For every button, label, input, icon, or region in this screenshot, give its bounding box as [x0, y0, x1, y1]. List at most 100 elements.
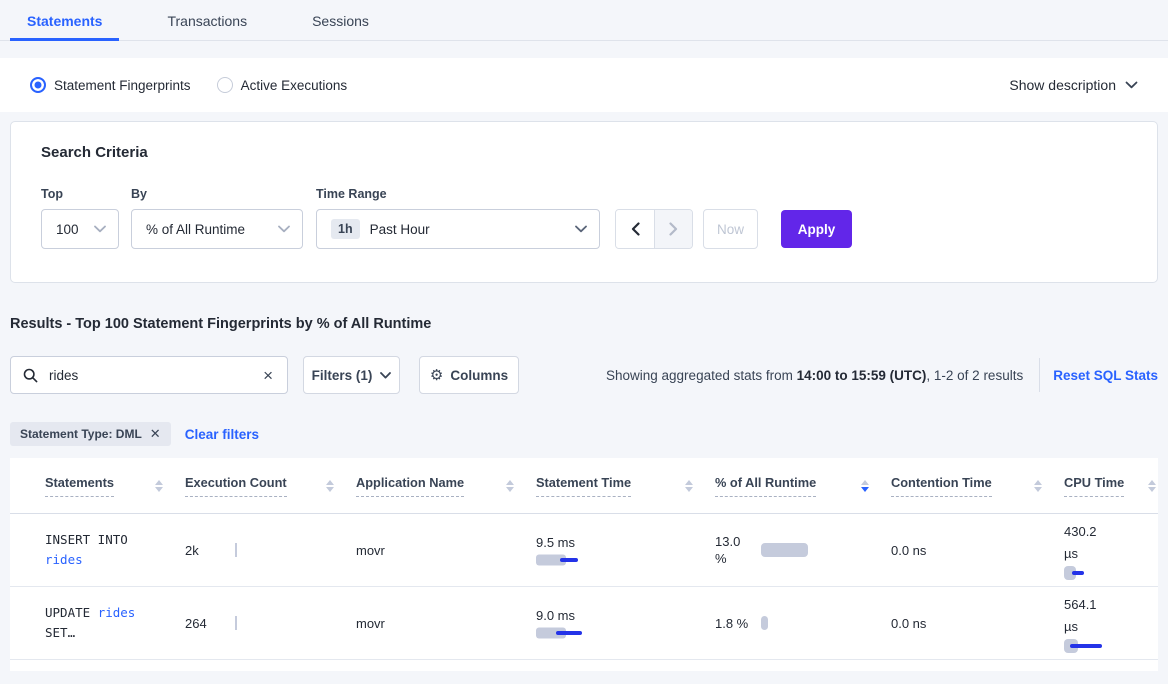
by-select-value: % of All Runtime: [146, 221, 246, 237]
stats-time-window: 14:00 to 15:59 (UTC): [796, 367, 927, 383]
column-header-label: % of All Runtime: [715, 475, 817, 497]
by-select[interactable]: % of All Runtime: [131, 209, 303, 249]
contention-time-cell: 0.0 ns: [891, 542, 927, 558]
statement-text: SET…: [45, 625, 76, 640]
runtime-pct-bar: [761, 616, 811, 630]
time-range-select[interactable]: 1h Past Hour: [316, 209, 600, 249]
column-header-label: Statement Time: [536, 475, 632, 497]
radio-unselected-icon[interactable]: [216, 77, 233, 93]
by-label: By: [131, 187, 147, 201]
top-label: Top: [41, 187, 63, 201]
column-header-execution-count[interactable]: Execution Count: [185, 475, 356, 497]
tab-sessions[interactable]: Sessions: [312, 12, 369, 29]
sort-icon[interactable]: [1026, 479, 1042, 492]
clear-search-icon[interactable]: ×: [263, 365, 273, 385]
cpu-time-cell: 430.2 µs: [1064, 521, 1158, 580]
search-criteria-card: Search Criteria Top 100 By % of All Runt…: [10, 121, 1158, 283]
tab-statements[interactable]: Statements: [10, 0, 119, 41]
statement-text: INSERT INTO: [45, 532, 128, 547]
column-header-label: Statements: [45, 475, 114, 497]
columns-button[interactable]: ⚙ Columns: [419, 356, 519, 394]
column-header-pct-of-all-runtime[interactable]: % of All Runtime: [715, 475, 891, 497]
clear-filters-link[interactable]: Clear filters: [184, 426, 259, 442]
filters-button[interactable]: Filters (1): [303, 356, 400, 394]
count-bar: [235, 543, 237, 557]
aggregated-stats-text: Showing aggregated stats from 14:00 to 1…: [606, 368, 1023, 383]
column-header-application-name[interactable]: Application Name: [356, 475, 536, 497]
chevron-down-icon: [1125, 81, 1138, 89]
sort-icon[interactable]: [318, 479, 334, 492]
column-header-statement-time[interactable]: Statement Time: [536, 475, 715, 497]
close-icon[interactable]: ✕: [149, 426, 161, 441]
search-box[interactable]: ×: [10, 356, 288, 394]
chevron-down-icon: [575, 225, 587, 233]
search-icon: [23, 368, 38, 383]
sort-icon[interactable]: [1140, 479, 1156, 492]
column-header-label: Contention Time: [891, 475, 992, 497]
execution-count-cell: 2k: [185, 543, 356, 558]
time-range-label: Time Range: [316, 187, 387, 201]
previous-time-range-button[interactable]: [616, 210, 654, 248]
runtime-pct-bar: [761, 543, 811, 557]
execution-count-value: 264: [185, 615, 207, 631]
results-controls: × Filters (1) ⚙ Columns Showing aggregat…: [10, 356, 1158, 394]
search-input[interactable]: [47, 366, 262, 384]
filter-chips-row: Statement Type: DML ✕ Clear filters: [10, 422, 1158, 446]
statements-table: Statements Execution Count Application N…: [10, 458, 1158, 671]
top-tab-bar: Statements Transactions Sessions: [0, 0, 1168, 41]
execution-count-cell: 264: [185, 616, 356, 631]
runtime-pct-value: 13.0 %: [715, 534, 741, 566]
runtime-pct-cell: 1.8 %: [715, 615, 891, 632]
now-button[interactable]: Now: [703, 209, 758, 249]
application-name-cell: movr: [356, 542, 385, 558]
top-select[interactable]: 100: [41, 209, 119, 249]
statement-link[interactable]: rides: [45, 552, 83, 567]
application-name-cell: movr: [356, 615, 385, 631]
column-header-label: Application Name: [356, 475, 465, 497]
table-header-row: Statements Execution Count Application N…: [10, 458, 1158, 514]
statement-time-value: 9.0 ms: [536, 607, 576, 623]
sort-icon[interactable]: [498, 479, 514, 492]
runtime-pct-value: 1.8 %: [715, 615, 749, 631]
cpu-time-value: 564.1 µs: [1064, 597, 1097, 634]
radio-selected-icon[interactable]: [30, 77, 46, 93]
by-field: By % of All Runtime: [131, 187, 303, 249]
contention-time-cell: 0.0 ns: [891, 615, 927, 631]
radio-active-executions[interactable]: Active Executions: [216, 77, 347, 93]
filter-chip-label: Statement Type: DML: [20, 427, 142, 441]
reset-sql-stats-link[interactable]: Reset SQL Stats: [1053, 367, 1158, 383]
sort-desc-icon[interactable]: [853, 479, 869, 492]
column-header-contention-time[interactable]: Contention Time: [891, 475, 1064, 497]
statement-time-bar: [536, 554, 596, 566]
sort-icon[interactable]: [147, 479, 163, 492]
top-field: Top 100: [41, 187, 119, 249]
column-header-statements[interactable]: Statements: [45, 475, 185, 497]
search-criteria-title: Search Criteria: [41, 144, 148, 161]
top-select-value: 100: [56, 221, 79, 237]
stats-prefix: Showing aggregated stats from: [606, 367, 797, 383]
stats-suffix: , 1-2 of 2 results: [926, 367, 1024, 383]
tab-transactions[interactable]: Transactions: [167, 12, 248, 29]
apply-button[interactable]: Apply: [781, 210, 852, 248]
time-range-field: Time Range 1h Past Hour: [316, 187, 600, 249]
statement-cell: INSERT INTO rides: [45, 530, 157, 570]
time-range-value: Past Hour: [369, 221, 430, 237]
time-range-arrows: [615, 209, 693, 249]
statement-link[interactable]: rides: [97, 605, 136, 620]
chevron-left-icon: [631, 222, 640, 236]
show-description-toggle[interactable]: Show description: [1009, 77, 1138, 93]
column-header-cpu-time[interactable]: CPU Time: [1064, 475, 1158, 497]
sort-icon[interactable]: [677, 479, 693, 492]
show-description-label: Show description: [1009, 77, 1116, 93]
statement-time-cell: 9.5 ms: [536, 535, 715, 566]
column-header-label: Execution Count: [185, 475, 287, 497]
column-header-label: CPU Time: [1064, 475, 1125, 497]
chevron-down-icon: [380, 371, 392, 379]
table-row: UPDATE rides SET… 264 movr 9.0 ms 1.8 % …: [10, 587, 1158, 660]
radio-statement-fingerprints[interactable]: Statement Fingerprints: [30, 77, 191, 93]
next-time-range-button[interactable]: [654, 210, 692, 248]
count-bar: [235, 616, 237, 630]
execution-count-value: 2k: [185, 542, 199, 558]
chevron-down-icon: [278, 225, 290, 233]
results-heading: Results - Top 100 Statement Fingerprints…: [10, 316, 432, 332]
